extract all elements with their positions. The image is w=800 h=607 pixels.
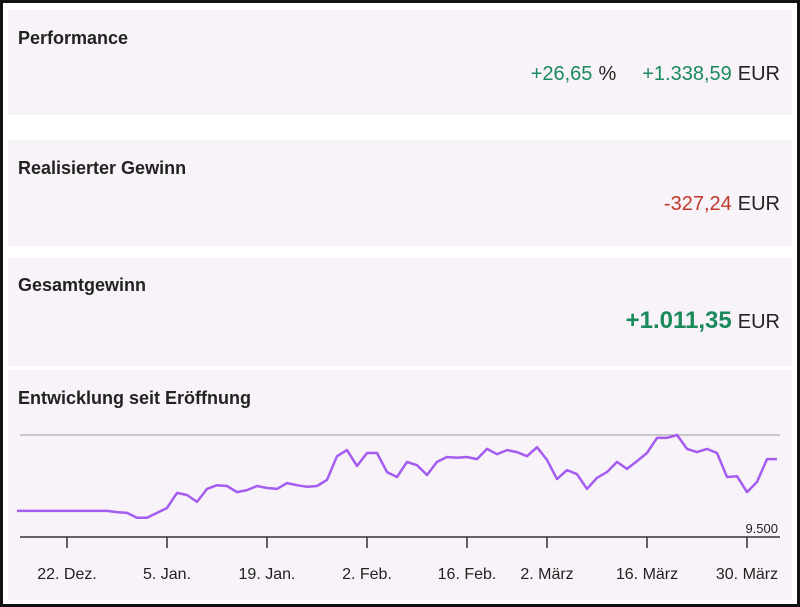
card (8, 370, 792, 600)
x-tick-label: 30. März (716, 566, 778, 583)
card-title: Gesamtgewinn (18, 275, 146, 295)
x-tick-label: 5. Jan. (143, 566, 191, 583)
unit: EUR (738, 193, 780, 215)
x-tick-label: 19. Jan. (239, 566, 296, 583)
line-series (17, 433, 777, 520)
amount: +26,65 (531, 63, 593, 85)
card (8, 140, 792, 246)
card-values: +1.011,35 EUR (626, 307, 780, 334)
unit: % (598, 63, 616, 85)
card (8, 258, 792, 366)
chart-title: Entwicklung seit Eröffnung (18, 388, 251, 408)
unit: EUR (738, 311, 780, 333)
y-tick-label: 9.500 (745, 521, 778, 536)
amount: +1.011,35 (626, 307, 732, 334)
x-tick-label: 16. Feb. (438, 566, 497, 583)
x-tick-label: 2. März (520, 566, 573, 583)
amount: -327,24 (664, 193, 732, 215)
x-tick-label: 22. Dez. (37, 566, 97, 583)
card-values: +26,65% +1.338,59 EUR (531, 63, 780, 85)
x-tick-label: 2. Feb. (342, 566, 392, 583)
x-tick-label: 16. März (616, 566, 678, 583)
card-values: -327,24 EUR (664, 193, 780, 215)
card-title: Performance (18, 28, 128, 48)
unit: EUR (738, 63, 780, 85)
card (8, 10, 792, 115)
amount: +1.338,59 (642, 63, 732, 85)
card-title: Realisierter Gewinn (18, 158, 186, 178)
